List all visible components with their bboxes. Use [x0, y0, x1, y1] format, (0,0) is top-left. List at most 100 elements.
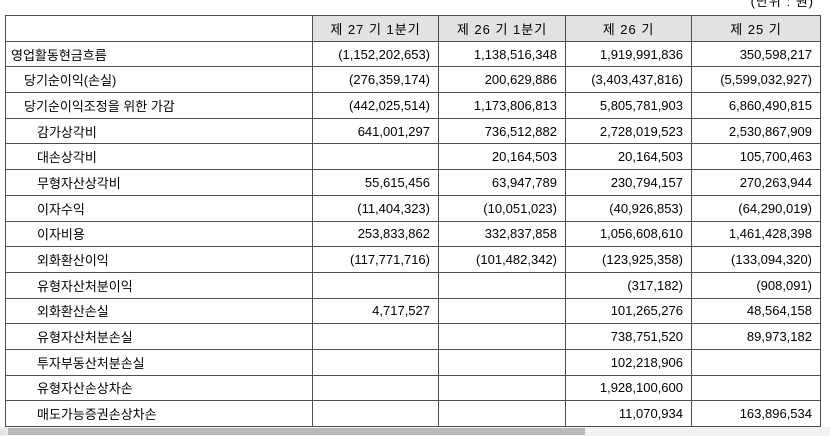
- row-label-cell: 투자부동산처분손실: [5, 348, 313, 376]
- value-cell: [691, 348, 821, 376]
- row-label-cell: 감가상각비: [5, 117, 313, 145]
- value-cell: [438, 271, 566, 299]
- table-row: 외화환산손실 4,717,527 101,265,276 48,564,158: [5, 297, 821, 325]
- header-cell-blank: [5, 15, 313, 42]
- value-cell: 350,598,217: [691, 40, 821, 68]
- value-cell: [312, 374, 439, 402]
- value-cell: (64,290,019): [691, 194, 821, 222]
- row-label-cell: 당기순이익(손실): [5, 66, 313, 94]
- value-cell: 20,164,503: [565, 143, 692, 171]
- scrollbar-thumb[interactable]: [8, 428, 585, 435]
- value-cell: [438, 297, 566, 325]
- row-label-cell: 이자수익: [5, 194, 313, 222]
- value-cell: [312, 143, 439, 171]
- table-row: 매도가능증권손상차손 11,070,934 163,896,534: [5, 400, 821, 427]
- value-cell: 1,919,991,836: [565, 40, 692, 68]
- value-cell: 332,837,858: [438, 220, 566, 248]
- value-cell: [438, 348, 566, 376]
- value-cell: (11,404,323): [312, 194, 439, 222]
- value-cell: (1,152,202,653): [312, 40, 439, 68]
- value-cell: 736,512,882: [438, 117, 566, 145]
- value-cell: 2,530,867,909: [691, 117, 821, 145]
- value-cell: [312, 348, 439, 376]
- value-cell: (123,925,358): [565, 246, 692, 273]
- value-cell: (5,599,032,927): [691, 66, 821, 94]
- value-cell: (3,403,437,816): [565, 66, 692, 94]
- row-label-cell: 매도가능증권손상차손: [5, 400, 313, 427]
- row-label-cell: 외화환산이익: [5, 246, 313, 273]
- table-row: 유형자산처분이익 (317,182) (908,091): [5, 271, 821, 299]
- value-cell: 641,001,297: [312, 117, 439, 145]
- value-cell: 48,564,158: [691, 297, 821, 325]
- table-row: 영업활동현금흐름 (1,152,202,653) 1,138,516,348 1,91…: [5, 40, 821, 68]
- value-cell: 55,615,456: [312, 169, 439, 196]
- value-cell: [691, 374, 821, 402]
- value-cell: 20,164,503: [438, 143, 566, 171]
- table-row: 대손상각비 20,164,503 20,164,503 105,700,463: [5, 143, 821, 171]
- horizontal-scrollbar[interactable]: [0, 427, 830, 436]
- value-cell: 200,629,886: [438, 66, 566, 94]
- table-body: 영업활동현금흐름 (1,152,202,653) 1,138,516,348 1,91…: [5, 40, 821, 427]
- value-cell: [312, 400, 439, 427]
- value-cell: 1,056,608,610: [565, 220, 692, 248]
- value-cell: 89,973,182: [691, 323, 821, 350]
- table-row: 무형자산상각비 55,615,456 63,947,789 230,794,157 27…: [5, 169, 821, 196]
- value-cell: 163,896,534: [691, 400, 821, 427]
- value-cell: 5,805,781,903: [565, 92, 692, 119]
- value-cell: 230,794,157: [565, 169, 692, 196]
- value-cell: (101,482,342): [438, 246, 566, 273]
- value-cell: 1,461,428,398: [691, 220, 821, 248]
- table-row: 외화환산이익 (117,771,716) (101,482,342) (123,925…: [5, 246, 821, 273]
- header-cell-period: 제 27 기 1분기: [312, 15, 439, 42]
- row-label-cell: 외화환산손실: [5, 297, 313, 325]
- value-cell: (276,359,174): [312, 66, 439, 94]
- table-row: 당기순이익조정을 위한 가감 (442,025,514) 1,173,806,813…: [5, 92, 821, 119]
- value-cell: [312, 323, 439, 350]
- table-row: 투자부동산처분손실 102,218,906: [5, 348, 821, 376]
- value-cell: (908,091): [691, 271, 821, 299]
- scrollbar-left-button[interactable]: [0, 428, 7, 435]
- value-cell: 2,728,019,523: [565, 117, 692, 145]
- value-cell: 1,928,100,600: [565, 374, 692, 402]
- row-label-cell: 이자비용: [5, 220, 313, 248]
- value-cell: 4,717,527: [312, 297, 439, 325]
- row-label-cell: 유형자산처분손실: [5, 323, 313, 350]
- value-cell: [312, 271, 439, 299]
- value-cell: (133,094,320): [691, 246, 821, 273]
- value-cell: 102,218,906: [565, 348, 692, 376]
- value-cell: (117,771,716): [312, 246, 439, 273]
- value-cell: (442,025,514): [312, 92, 439, 119]
- table-row: 유형자산처분손실 738,751,520 89,973,182: [5, 323, 821, 350]
- value-cell: 105,700,463: [691, 143, 821, 171]
- table-row: 감가상각비 641,001,297 736,512,882 2,728,019,523…: [5, 117, 821, 145]
- value-cell: 1,138,516,348: [438, 40, 566, 68]
- row-label-cell: 영업활동현금흐름: [5, 40, 313, 68]
- unit-note-text: (단위 : 원): [750, 0, 814, 9]
- table-row: 유형자산손상차손 1,928,100,600: [5, 374, 821, 402]
- table-row: 이자수익 (11,404,323) (10,051,023) (40,926,853)…: [5, 194, 821, 222]
- table-row: 이자비용 253,833,862 332,837,858 1,056,608,610 1…: [5, 220, 821, 248]
- unit-note: (단위 : 원): [0, 0, 830, 9]
- value-cell: (40,926,853): [565, 194, 692, 222]
- row-label-cell: 대손상각비: [5, 143, 313, 171]
- header-cell-period: 제 25 기: [691, 15, 821, 42]
- value-cell: 101,265,276: [565, 297, 692, 325]
- value-cell: 738,751,520: [565, 323, 692, 350]
- value-cell: [438, 374, 566, 402]
- value-cell: (317,182): [565, 271, 692, 299]
- row-label-cell: 당기순이익조정을 위한 가감: [5, 92, 313, 119]
- row-label-cell: 유형자산손상차손: [5, 374, 313, 402]
- row-label-cell: 유형자산처분이익: [5, 271, 313, 299]
- value-cell: [438, 323, 566, 350]
- header-cell-period: 제 26 기 1분기: [438, 15, 566, 42]
- value-cell: 11,070,934: [565, 400, 692, 427]
- value-cell: 1,173,806,813: [438, 92, 566, 119]
- value-cell: (10,051,023): [438, 194, 566, 222]
- header-cell-period: 제 26 기: [565, 15, 692, 42]
- value-cell: 253,833,862: [312, 220, 439, 248]
- value-cell: 6,860,490,815: [691, 92, 821, 119]
- value-cell: 63,947,789: [438, 169, 566, 196]
